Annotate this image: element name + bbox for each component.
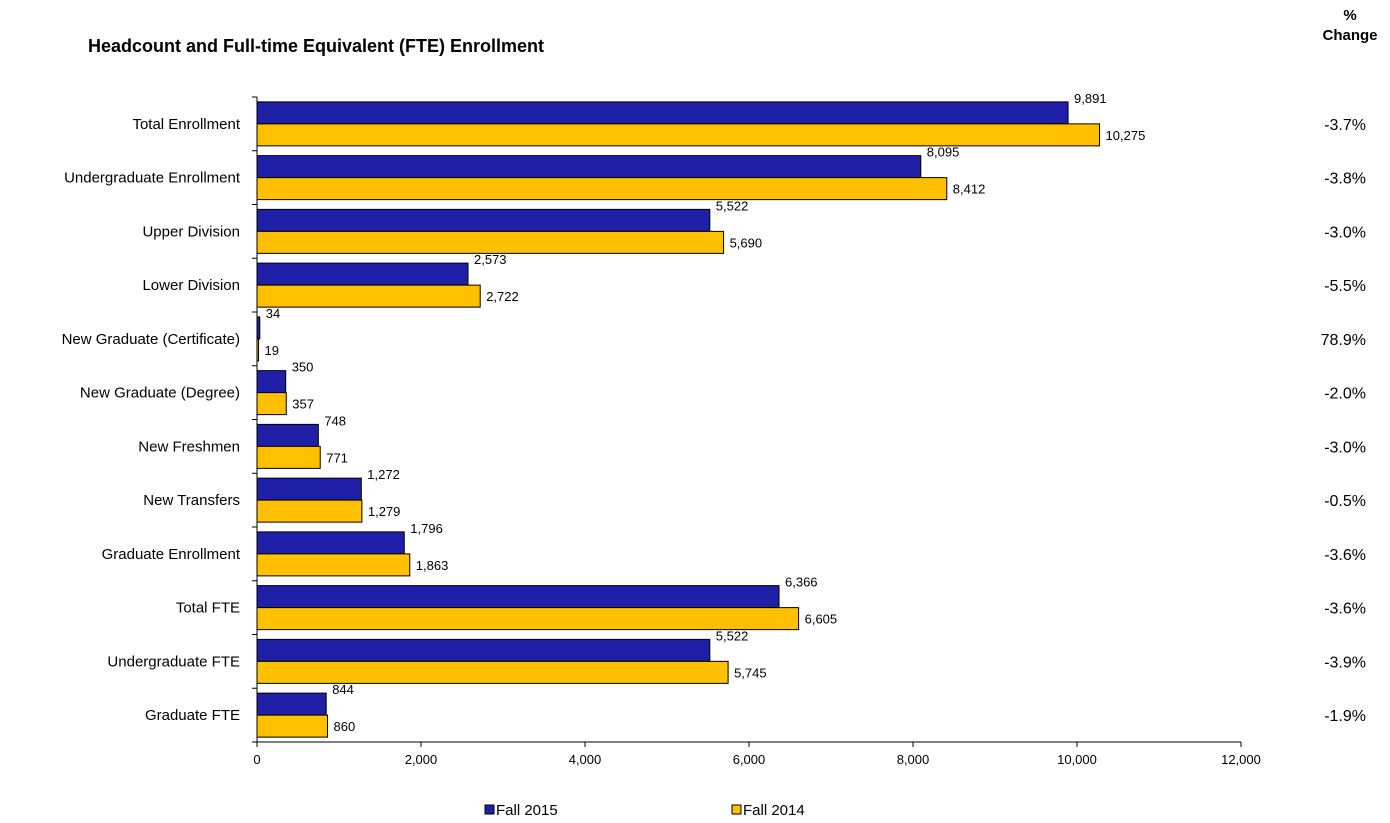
data-label: 10,275 bbox=[1106, 128, 1146, 143]
bar-fall-2014 bbox=[256, 607, 800, 631]
x-tick-label: 12,000 bbox=[1221, 752, 1261, 767]
legend: Fall 2015 Fall 2014 bbox=[484, 802, 805, 819]
category-label: Graduate FTE bbox=[145, 707, 240, 724]
data-label: 6,366 bbox=[785, 575, 818, 590]
bar-fall-2015 bbox=[256, 155, 922, 179]
data-label: 5,745 bbox=[734, 665, 767, 680]
category-label: Upper Division bbox=[142, 223, 240, 240]
plot-area: 0 2,000 4,000 6,000 8,000 10,000 12,000 Total E… bbox=[62, 91, 1366, 767]
data-label: 8,412 bbox=[953, 182, 986, 197]
data-label: 844 bbox=[332, 682, 354, 697]
bar-fall-2014 bbox=[256, 230, 725, 254]
x-tick-label: 8,000 bbox=[897, 752, 930, 767]
data-label: 5,690 bbox=[730, 235, 763, 250]
bar-fall-2015 bbox=[256, 101, 1069, 125]
pct-change-header: % Change bbox=[1322, 6, 1378, 46]
chart-title: Headcount and Full-time Equivalent (FTE)… bbox=[88, 36, 545, 56]
pct-change-value: -1.9% bbox=[1324, 708, 1366, 725]
bar-fall-2015 bbox=[256, 638, 711, 662]
pct-change-value: -2.0% bbox=[1324, 386, 1366, 403]
x-tick-label: 2,000 bbox=[405, 752, 438, 767]
data-label: 2,573 bbox=[474, 252, 507, 267]
bar-fall-2015 bbox=[256, 370, 287, 394]
data-label: 350 bbox=[292, 360, 314, 375]
legend-label: Fall 2015 bbox=[496, 802, 558, 819]
data-label: 860 bbox=[334, 719, 356, 734]
data-label: 357 bbox=[292, 397, 314, 412]
category-label: Total FTE bbox=[176, 600, 240, 617]
category-label: Undergraduate FTE bbox=[107, 653, 240, 670]
data-label: 19 bbox=[265, 343, 279, 358]
bar-fall-2015 bbox=[256, 208, 711, 232]
bar-fall-2015 bbox=[256, 585, 780, 609]
data-label: 34 bbox=[266, 306, 280, 321]
pct-change-value: -3.6% bbox=[1324, 547, 1366, 564]
pct-change-value: -3.0% bbox=[1324, 224, 1366, 241]
bar-fall-2015 bbox=[256, 531, 405, 555]
data-label: 5,522 bbox=[716, 198, 749, 213]
data-label: 9,891 bbox=[1074, 91, 1107, 106]
data-label: 748 bbox=[324, 413, 346, 428]
pct-change-value: -3.9% bbox=[1324, 654, 1366, 671]
pct-change-value: -3.7% bbox=[1324, 117, 1366, 134]
bar-fall-2014 bbox=[256, 123, 1101, 147]
x-tick-label: 0 bbox=[253, 752, 260, 767]
category-label: Undergraduate Enrollment bbox=[64, 170, 241, 187]
x-tick-label: 6,000 bbox=[733, 752, 766, 767]
pct-change-value: -3.6% bbox=[1324, 601, 1366, 618]
bar-fall-2014 bbox=[256, 392, 287, 416]
legend-label: Fall 2014 bbox=[743, 802, 805, 819]
category-label: Lower Division bbox=[142, 277, 240, 294]
bar-fall-2015 bbox=[256, 477, 362, 501]
bar-fall-2014 bbox=[256, 284, 481, 308]
pct-change-value: 78.9% bbox=[1321, 332, 1366, 349]
legend-swatch bbox=[484, 804, 495, 815]
data-label: 6,605 bbox=[805, 612, 838, 627]
bar-fall-2015 bbox=[256, 692, 327, 716]
data-label: 5,522 bbox=[716, 628, 749, 643]
pct-change-value: -0.5% bbox=[1324, 493, 1366, 510]
pct-change-value: -3.0% bbox=[1324, 439, 1366, 456]
data-label: 1,863 bbox=[416, 558, 449, 573]
category-label: New Freshmen bbox=[138, 438, 240, 455]
category-label: New Graduate (Certificate) bbox=[62, 331, 240, 348]
pct-change-value: -5.5% bbox=[1324, 278, 1366, 295]
data-label: 8,095 bbox=[927, 145, 960, 160]
bar-fall-2014 bbox=[256, 714, 329, 738]
bar-fall-2014 bbox=[256, 499, 363, 523]
pct-change-header-line-2: Change bbox=[1322, 27, 1378, 44]
bar-fall-2014 bbox=[256, 660, 729, 684]
bar-fall-2015 bbox=[256, 316, 261, 340]
bar-fall-2015 bbox=[256, 262, 469, 286]
bar-fall-2014 bbox=[256, 553, 411, 577]
data-label: 1,279 bbox=[368, 504, 401, 519]
category-label: New Transfers bbox=[143, 492, 240, 509]
data-label: 1,796 bbox=[410, 521, 443, 536]
x-tick-label: 4,000 bbox=[569, 752, 602, 767]
bar-fall-2014 bbox=[256, 338, 260, 362]
bar-fall-2014 bbox=[256, 445, 321, 469]
bar-fall-2015 bbox=[256, 423, 319, 447]
data-label: 2,722 bbox=[486, 289, 519, 304]
category-label: Total Enrollment bbox=[132, 116, 240, 133]
data-label: 771 bbox=[326, 450, 348, 465]
bar-fall-2014 bbox=[256, 177, 948, 201]
category-label: Graduate Enrollment bbox=[102, 546, 241, 563]
legend-swatch bbox=[731, 804, 742, 815]
data-label: 1,272 bbox=[367, 467, 400, 482]
category-label: New Graduate (Degree) bbox=[80, 385, 240, 402]
x-tick-label: 10,000 bbox=[1057, 752, 1097, 767]
pct-change-header-line-1: % bbox=[1343, 7, 1357, 24]
pct-change-value: -3.8% bbox=[1324, 171, 1366, 188]
